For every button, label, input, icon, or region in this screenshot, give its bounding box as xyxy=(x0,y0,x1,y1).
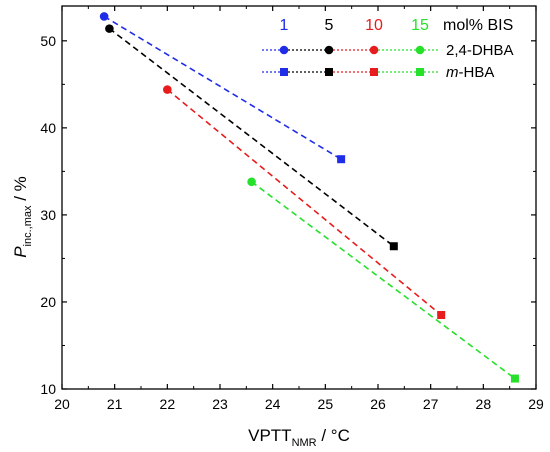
y-tick-label: 50 xyxy=(40,33,56,49)
series-markers xyxy=(99,12,519,383)
legend-marker-square xyxy=(280,68,288,76)
data-point-bis-10-circle xyxy=(163,85,172,94)
legend-bis-label-1: 1 xyxy=(280,17,289,34)
legend-marker-circle xyxy=(279,45,289,55)
legend-bis-label-5: 5 xyxy=(325,17,334,34)
legend-header: mol% BIS xyxy=(443,17,513,34)
legend-marker-circle xyxy=(415,45,425,55)
data-point-bis-15-circle xyxy=(247,177,256,187)
y-tick-label: 10 xyxy=(40,381,56,397)
data-point-bis-1-square xyxy=(337,155,346,164)
x-tick-label: 20 xyxy=(54,396,70,412)
y-tick-label: 40 xyxy=(40,120,56,136)
x-tick-label: 25 xyxy=(318,396,334,412)
legend-row-label-prefix: m xyxy=(446,64,459,81)
legend-row-label: m-HBA xyxy=(446,64,494,81)
x-tick-label: 28 xyxy=(476,396,492,412)
series-line-bis-10 xyxy=(166,88,442,316)
legend-marker-circle xyxy=(324,45,334,55)
data-point-bis-1-circle xyxy=(99,12,109,21)
legend-bis-label-10: 10 xyxy=(365,17,383,34)
legend-marker-square xyxy=(416,68,424,76)
data-point-bis-5-square xyxy=(389,242,398,251)
x-tick-label: 21 xyxy=(107,396,123,412)
y-tick-label: 30 xyxy=(40,207,56,223)
x-tick-label: 24 xyxy=(265,396,281,412)
x-tick-label: 22 xyxy=(160,396,176,412)
x-tick-label: 27 xyxy=(423,396,439,412)
y-axis-label: Pinc.,max / % xyxy=(11,176,34,258)
series-line-bis-15 xyxy=(251,181,516,380)
x-axis-label: VPTTNMR / °C xyxy=(248,426,350,449)
x-tick-label: 23 xyxy=(212,396,228,412)
legend-bis-label-15: 15 xyxy=(411,17,429,34)
x-tick-label: 26 xyxy=(370,396,386,412)
data-point-bis-5-circle xyxy=(105,24,114,33)
series-line-bis-5 xyxy=(108,27,395,247)
series-line-bis-1 xyxy=(103,15,342,160)
x-tick-label: 29 xyxy=(528,396,544,412)
legend-row-label-rest: -HBA xyxy=(459,64,495,81)
y-tick-label: 20 xyxy=(40,294,56,310)
series-lines xyxy=(103,15,516,380)
data-point-bis-15-square xyxy=(510,374,519,383)
legend-row-label: 2,4-DHBA xyxy=(446,42,514,59)
data-point-bis-10-square xyxy=(437,311,446,320)
legend-marker-circle xyxy=(369,45,379,55)
legend-marker-square xyxy=(370,68,378,76)
legend-marker-square xyxy=(325,68,333,76)
